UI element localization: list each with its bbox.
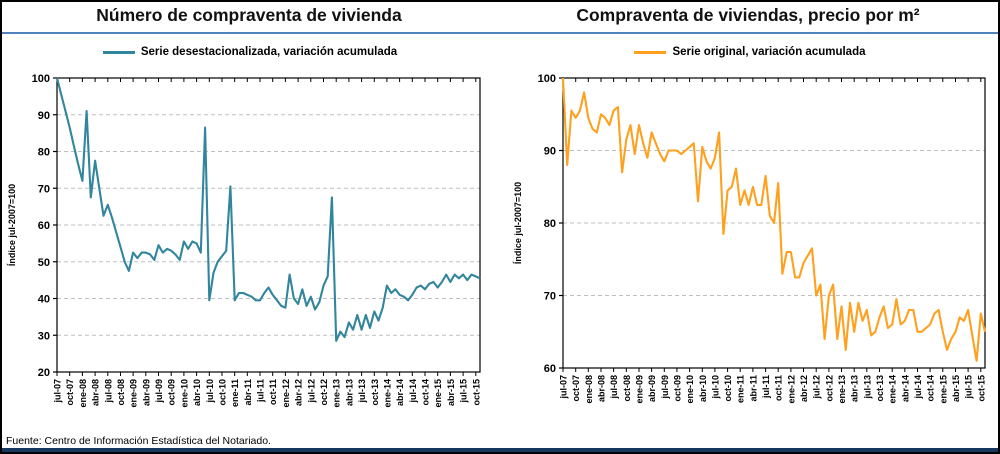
svg-text:oct-12: oct-12 xyxy=(319,379,329,406)
svg-text:ene-12: ene-12 xyxy=(281,379,291,408)
svg-text:jul-11: jul-11 xyxy=(256,379,266,403)
svg-text:oct-10: oct-10 xyxy=(723,375,733,402)
svg-text:Índice jul-2007=100: Índice jul-2007=100 xyxy=(7,184,17,266)
svg-text:abr-13: abr-13 xyxy=(850,375,860,402)
svg-text:jul-13: jul-13 xyxy=(862,375,872,400)
svg-text:90: 90 xyxy=(38,110,50,122)
svg-text:80: 80 xyxy=(544,218,556,230)
svg-text:ene-09: ene-09 xyxy=(635,375,645,404)
svg-text:60: 60 xyxy=(544,363,556,375)
svg-text:Índice jul-2007=100: Índice jul-2007=100 xyxy=(513,182,523,264)
svg-text:ene-10: ene-10 xyxy=(685,375,695,404)
svg-text:oct-15: oct-15 xyxy=(471,379,481,406)
svg-text:ene-12: ene-12 xyxy=(786,375,796,404)
svg-text:jul-11: jul-11 xyxy=(761,375,771,399)
svg-text:abr-08: abr-08 xyxy=(597,375,607,402)
svg-text:jul-14: jul-14 xyxy=(913,375,923,400)
svg-text:oct-15: oct-15 xyxy=(976,375,986,402)
teal-legend-line-icon xyxy=(102,50,135,54)
right-chart-title: Compraventa de viviendas, precio por m² xyxy=(576,5,920,25)
svg-text:oct-07: oct-07 xyxy=(65,379,75,406)
svg-text:oct-09: oct-09 xyxy=(672,375,682,402)
left-chart-title: Número de compraventa de vivienda xyxy=(96,5,402,25)
svg-text:70: 70 xyxy=(38,183,50,195)
svg-text:abr-10: abr-10 xyxy=(192,379,202,406)
svg-text:ene-14: ene-14 xyxy=(382,379,392,408)
bottom-accent-bar xyxy=(2,448,998,452)
svg-text:ene-13: ene-13 xyxy=(837,375,847,404)
svg-text:60: 60 xyxy=(38,220,50,232)
svg-text:jul-09: jul-09 xyxy=(154,379,164,404)
right-chart-legend: Serie original, variación acumulada xyxy=(500,46,1000,58)
svg-text:oct-11: oct-11 xyxy=(268,379,278,405)
svg-text:oct-08: oct-08 xyxy=(116,379,126,406)
svg-text:ene-08: ene-08 xyxy=(78,379,88,408)
svg-text:abr-11: abr-11 xyxy=(748,375,758,402)
svg-text:abr-15: abr-15 xyxy=(446,379,456,406)
svg-text:abr-11: abr-11 xyxy=(243,379,253,406)
left-chart-legend: Serie desestacionalizada, variación acum… xyxy=(0,46,500,58)
svg-text:abr-12: abr-12 xyxy=(294,379,304,406)
title-divider-line xyxy=(2,32,998,34)
svg-text:100: 100 xyxy=(538,73,556,85)
svg-text:abr-14: abr-14 xyxy=(900,375,910,402)
svg-text:ene-15: ene-15 xyxy=(938,375,948,404)
svg-text:jul-09: jul-09 xyxy=(660,375,670,400)
svg-text:90: 90 xyxy=(544,146,556,158)
svg-text:30: 30 xyxy=(38,330,50,342)
svg-text:oct-10: oct-10 xyxy=(218,379,228,406)
svg-text:oct-14: oct-14 xyxy=(421,379,431,406)
svg-text:jul-12: jul-12 xyxy=(812,375,822,400)
right-legend-label: Serie original, variación acumulada xyxy=(672,46,866,58)
svg-text:oct-14: oct-14 xyxy=(926,375,936,402)
source-note: Fuente: Centro de Información Estadístic… xyxy=(6,435,271,447)
left-legend-label: Serie desestacionalizada, variación acum… xyxy=(140,46,398,58)
svg-text:jul-07: jul-07 xyxy=(53,379,63,404)
svg-text:abr-15: abr-15 xyxy=(951,375,961,402)
svg-text:oct-13: oct-13 xyxy=(370,379,380,406)
svg-text:ene-08: ene-08 xyxy=(584,375,594,404)
svg-text:jul-07: jul-07 xyxy=(559,375,569,400)
svg-text:ene-11: ene-11 xyxy=(736,375,746,403)
svg-text:ene-14: ene-14 xyxy=(888,375,898,404)
svg-text:jul-08: jul-08 xyxy=(609,375,619,400)
svg-text:abr-14: abr-14 xyxy=(395,379,405,406)
svg-text:oct-12: oct-12 xyxy=(824,375,834,402)
svg-text:20: 20 xyxy=(38,367,50,379)
svg-text:abr-09: abr-09 xyxy=(647,375,657,402)
orange-legend-line-icon xyxy=(634,50,667,54)
svg-text:jul-13: jul-13 xyxy=(357,379,367,404)
svg-text:oct-13: oct-13 xyxy=(875,375,885,402)
svg-text:abr-09: abr-09 xyxy=(141,379,151,406)
svg-text:80: 80 xyxy=(38,147,50,159)
svg-text:jul-15: jul-15 xyxy=(964,375,974,400)
svg-text:oct-09: oct-09 xyxy=(167,379,177,406)
svg-text:oct-11: oct-11 xyxy=(774,375,784,401)
svg-text:100: 100 xyxy=(32,73,50,85)
svg-text:ene-11: ene-11 xyxy=(230,379,240,407)
svg-text:jul-14: jul-14 xyxy=(408,379,418,404)
svg-text:jul-08: jul-08 xyxy=(103,379,113,404)
svg-text:70: 70 xyxy=(544,291,556,303)
svg-text:oct-07: oct-07 xyxy=(571,375,581,402)
svg-text:jul-10: jul-10 xyxy=(205,379,215,404)
svg-text:oct-08: oct-08 xyxy=(622,375,632,402)
svg-text:abr-12: abr-12 xyxy=(799,375,809,402)
svg-text:ene-09: ene-09 xyxy=(129,379,139,408)
svg-text:jul-12: jul-12 xyxy=(306,379,316,404)
svg-text:ene-15: ene-15 xyxy=(433,379,443,408)
svg-text:jul-10: jul-10 xyxy=(710,375,720,400)
svg-text:abr-10: abr-10 xyxy=(698,375,708,402)
svg-text:40: 40 xyxy=(38,294,50,306)
svg-text:abr-08: abr-08 xyxy=(91,379,101,406)
svg-text:abr-13: abr-13 xyxy=(344,379,354,406)
svg-text:50: 50 xyxy=(38,257,50,269)
svg-text:ene-10: ene-10 xyxy=(179,379,189,408)
svg-text:jul-15: jul-15 xyxy=(459,379,469,404)
svg-text:ene-13: ene-13 xyxy=(332,379,342,408)
